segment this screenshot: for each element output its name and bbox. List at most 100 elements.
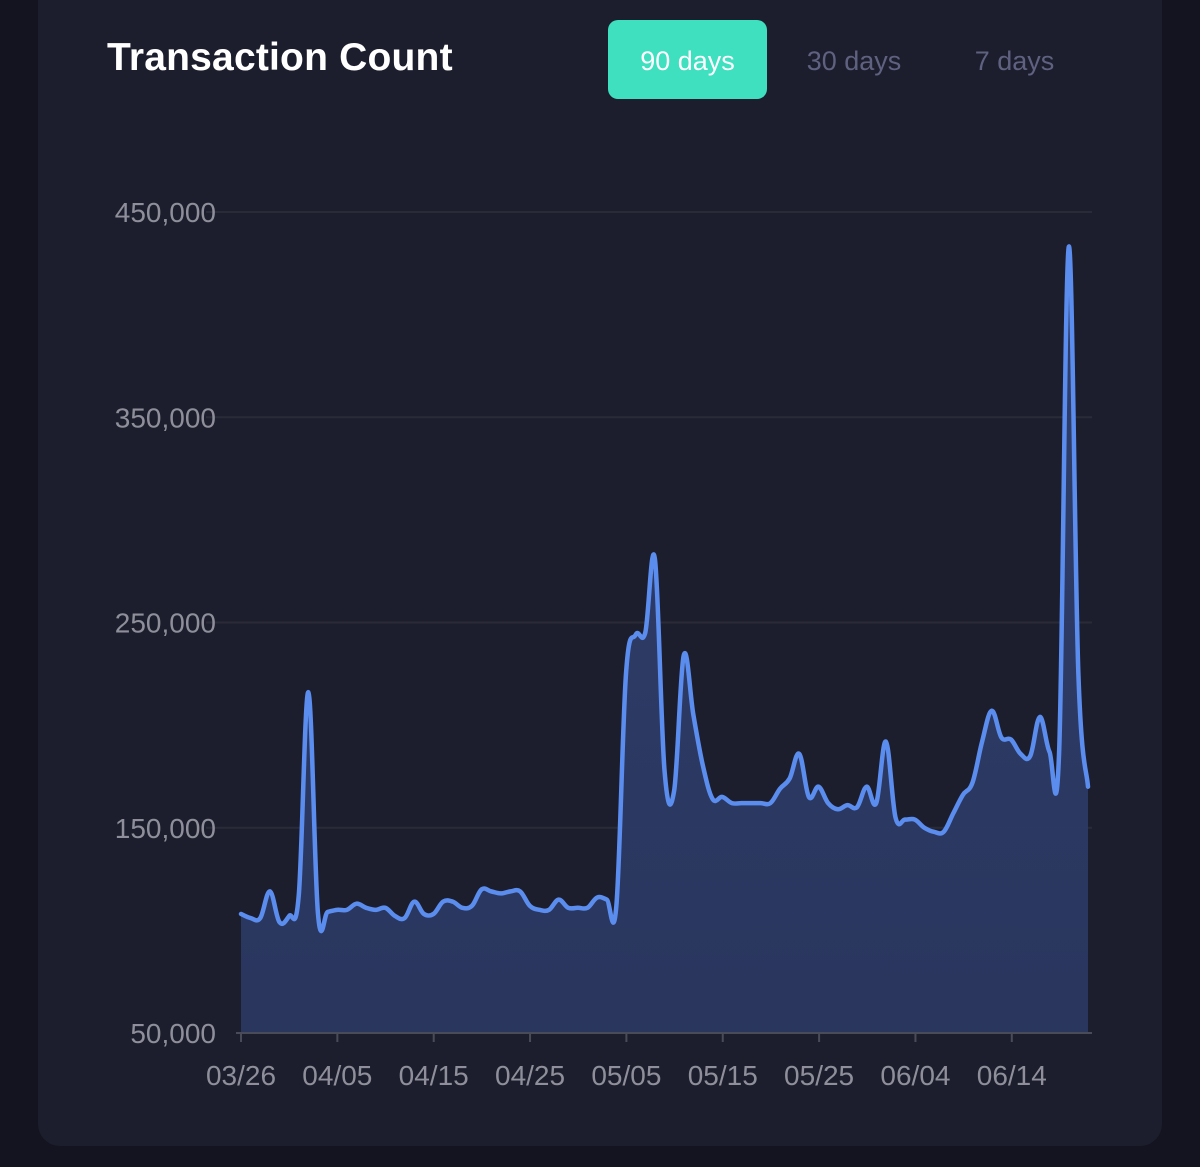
- data-point: [509, 889, 513, 893]
- data-point: [355, 902, 359, 906]
- data-point: [306, 690, 310, 694]
- data-point: [383, 906, 387, 910]
- x-tick-label: 06/04: [880, 1060, 950, 1091]
- data-point: [653, 557, 657, 561]
- data-point: [634, 633, 638, 637]
- tab-30-days[interactable]: 30 days: [806, 46, 902, 76]
- x-tick-label: 04/15: [399, 1060, 469, 1091]
- series-line: [238, 244, 1091, 934]
- data-point: [1019, 752, 1023, 756]
- data-point: [990, 709, 994, 713]
- data-point: [672, 789, 676, 793]
- x-axis-ticks: 03/26 04/05 04/15 04/25 05/05 05/15 05/25 06/04…: [206, 1033, 1047, 1091]
- data-point: [345, 908, 349, 912]
- data-point: [643, 631, 647, 635]
- data-point: [922, 826, 926, 830]
- data-point: [999, 735, 1003, 739]
- data-point: [278, 920, 282, 924]
- data-point: [807, 795, 811, 799]
- x-tick-label: 06/14: [977, 1060, 1047, 1091]
- data-point: [874, 801, 878, 805]
- data-point: [961, 793, 965, 797]
- data-point: [326, 910, 330, 914]
- data-point: [412, 900, 416, 904]
- data-point: [258, 916, 262, 920]
- data-point: [557, 898, 561, 902]
- data-point: [942, 830, 946, 834]
- data-point: [768, 801, 772, 805]
- data-point: [441, 900, 445, 904]
- data-point: [951, 811, 955, 815]
- y-tick-label: 50,000: [130, 1018, 216, 1049]
- data-point: [576, 906, 580, 910]
- data-point: [460, 906, 464, 910]
- data-point: [1009, 737, 1013, 741]
- data-point: [711, 797, 715, 801]
- data-point: [287, 914, 291, 918]
- data-point: [759, 801, 763, 805]
- data-point: [451, 900, 455, 904]
- line-layer: [238, 244, 1091, 934]
- data-point: [605, 898, 609, 902]
- data-point: [1086, 785, 1090, 789]
- data-point: [614, 904, 618, 908]
- data-point: [1038, 715, 1042, 719]
- data-point: [547, 908, 551, 912]
- data-point: [403, 916, 407, 920]
- data-point: [682, 653, 686, 657]
- data-point: [297, 893, 301, 897]
- data-point: [836, 807, 840, 811]
- data-point: [595, 896, 599, 900]
- data-point: [894, 815, 898, 819]
- tab-7-days[interactable]: 7 days: [974, 46, 1055, 76]
- y-tick-label: 250,000: [115, 608, 216, 639]
- data-point: [730, 801, 734, 805]
- data-point: [528, 904, 532, 908]
- x-tick-label: 04/05: [302, 1060, 372, 1091]
- data-point: [624, 672, 628, 676]
- data-point: [422, 912, 426, 916]
- data-point: [980, 740, 984, 744]
- x-tick-label: 05/05: [591, 1060, 661, 1091]
- data-point: [364, 906, 368, 910]
- data-point: [537, 908, 541, 912]
- series-area: [241, 246, 1088, 1033]
- data-point: [903, 818, 907, 822]
- y-axis-ticks: 450,000 350,000 250,000 150,000 50,000: [115, 197, 216, 1049]
- x-tick-label: 05/15: [688, 1060, 758, 1091]
- data-point: [797, 752, 801, 756]
- data-point: [1076, 672, 1080, 676]
- data-point: [239, 912, 243, 916]
- data-point: [663, 768, 667, 772]
- data-point: [249, 916, 253, 920]
- x-tick-label: 05/25: [784, 1060, 854, 1091]
- data-point: [845, 803, 849, 807]
- data-point: [335, 908, 339, 912]
- data-point: [720, 795, 724, 799]
- data-point: [480, 887, 484, 891]
- data-point: [913, 818, 917, 822]
- data-point: [884, 740, 888, 744]
- area-layer: [241, 246, 1088, 1033]
- data-point: [932, 830, 936, 834]
- data-point: [865, 785, 869, 789]
- data-point: [1048, 750, 1052, 754]
- y-tick-label: 450,000: [115, 197, 216, 228]
- data-point: [788, 776, 792, 780]
- data-point: [826, 801, 830, 805]
- data-point: [566, 906, 570, 910]
- x-tick-label: 04/25: [495, 1060, 565, 1091]
- data-point: [817, 785, 821, 789]
- data-point: [586, 906, 590, 910]
- data-point: [971, 781, 975, 785]
- data-point: [316, 912, 320, 916]
- data-point: [489, 889, 493, 893]
- data-point: [740, 801, 744, 805]
- data-point: [1028, 754, 1032, 758]
- data-point: [1057, 750, 1061, 754]
- data-point: [499, 891, 503, 895]
- x-tick-label: 03/26: [206, 1060, 276, 1091]
- tab-90-days[interactable]: 90 days: [608, 20, 767, 99]
- chart-title: Transaction Count: [107, 36, 453, 79]
